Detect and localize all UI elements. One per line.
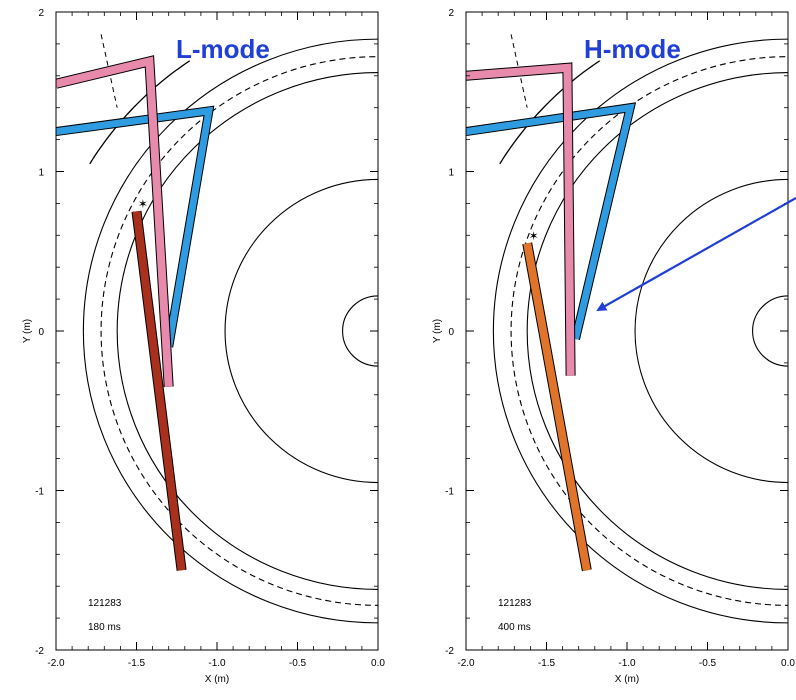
y-tick-label: 1	[448, 168, 454, 179]
shot-number: 121283	[88, 598, 122, 609]
y-tick-label: 0	[38, 327, 44, 338]
separatrix-dashed	[100, 56, 378, 606]
plot-area: ✶	[466, 34, 788, 624]
time-stamp: 180 ms	[88, 622, 121, 633]
mode-label: L-mode	[176, 34, 270, 64]
y-tick-label: -1	[35, 487, 44, 498]
x-tick-label: -1.5	[538, 658, 556, 669]
x-tick-label: -1.0	[208, 658, 226, 669]
y-tick-label: -2	[35, 646, 44, 657]
x-tick-label: -2.0	[457, 658, 475, 669]
flux-surface	[752, 295, 788, 367]
annotation-layer	[596, 197, 796, 311]
x-tick-label: -1.0	[618, 658, 636, 669]
pink-beam	[466, 63, 575, 376]
y-tick-label: 1	[38, 168, 44, 179]
x-tick-label: -0.5	[289, 658, 307, 669]
flux-surface	[116, 72, 378, 590]
y-tick-label: 2	[448, 8, 454, 19]
flux-surface	[492, 38, 788, 624]
x-tick-label: 0.0	[371, 658, 385, 669]
y-tick-label: 0	[448, 327, 454, 338]
blue-beam	[466, 103, 635, 340]
panel-l-mode: ✶ -2.0 -1.5 -1.0 -0.5 0.0 2 1 0 -1 -2 X (m) Y (m) L-m…	[22, 8, 385, 685]
x-tick-label: 0.0	[781, 658, 795, 669]
annotation-arrow	[596, 197, 796, 311]
blue-beam	[56, 106, 214, 348]
mode-label: H-mode	[584, 34, 681, 64]
flux-surface	[342, 295, 378, 367]
vessel-wall-arc	[89, 60, 191, 165]
flux-surface	[82, 38, 378, 624]
y-axis-title: Y (m)	[22, 319, 33, 343]
plot-area: ✶	[56, 34, 378, 624]
beam-marker: ✶	[138, 197, 148, 211]
y-tick-label: 2	[38, 8, 44, 19]
pink-beam	[56, 56, 173, 388]
vessel-wall-arc	[499, 60, 601, 165]
flux-surface	[526, 72, 788, 590]
time-stamp: 400 ms	[498, 622, 531, 633]
shot-number: 121283	[498, 598, 532, 609]
lower-beam	[523, 242, 591, 572]
y-tick-label: -1	[445, 487, 454, 498]
separatrix-dashed	[510, 56, 788, 606]
x-tick-label: -2.0	[47, 658, 65, 669]
flux-surface	[224, 178, 378, 484]
x-tick-label: -0.5	[699, 658, 717, 669]
lower-beam	[132, 210, 186, 571]
panel-h-mode: ✶ -2.0 -1.5 -1.0 -0.5 0.0 2 1 0 -1 -2 X (m) Y (m) H-m…	[432, 8, 795, 685]
pink-beam-outline	[466, 62, 576, 376]
x-axis-title: X (m)	[205, 674, 229, 685]
x-tick-label: -1.5	[128, 658, 146, 669]
x-axis-title: X (m)	[615, 674, 639, 685]
y-axis-title: Y (m)	[432, 319, 443, 343]
flux-surface	[634, 178, 788, 484]
beam-marker: ✶	[529, 229, 539, 243]
y-tick-label: -2	[445, 646, 454, 657]
